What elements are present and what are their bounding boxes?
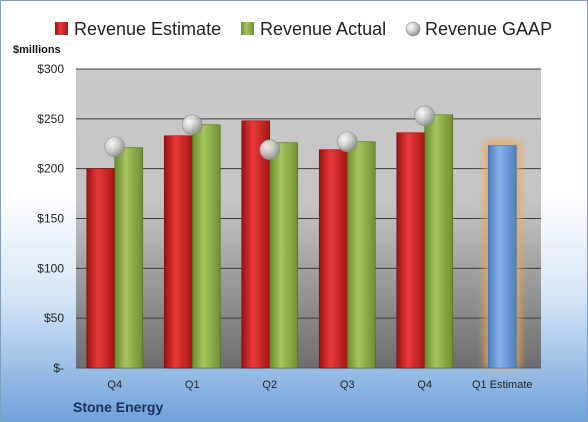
marker-revenue-gaap bbox=[414, 105, 436, 127]
x-tick-label: Q4 bbox=[107, 379, 122, 391]
bar-revenue-estimate bbox=[86, 168, 116, 369]
bar-revenue-actual bbox=[191, 124, 221, 369]
x-tick-label: Q2 bbox=[262, 379, 277, 391]
marker-revenue-gaap bbox=[259, 139, 281, 161]
y-tick-label: $100 bbox=[37, 261, 64, 275]
bar-revenue-estimate bbox=[396, 132, 426, 369]
marker-revenue-gaap bbox=[104, 136, 126, 158]
bar-revenue-estimate bbox=[163, 135, 193, 369]
bar-revenue-actual bbox=[346, 141, 376, 369]
legend-symbol-revenue-gaap bbox=[405, 21, 421, 37]
x-tick-label: Q4 bbox=[417, 379, 432, 391]
y-tick-label: $50 bbox=[44, 311, 64, 325]
company-name: Stone Energy bbox=[73, 399, 163, 415]
bar-revenue-actual bbox=[424, 114, 454, 369]
bar-revenue-estimate bbox=[318, 149, 348, 369]
legend-label: Revenue Estimate bbox=[74, 19, 221, 39]
marker-revenue-gaap bbox=[181, 114, 203, 136]
y-tick-label: $300 bbox=[37, 62, 64, 76]
x-tick-label: Q3 bbox=[340, 379, 355, 391]
y-tick-label: $250 bbox=[37, 112, 64, 126]
bar-revenue-actual bbox=[269, 142, 299, 369]
bar-revenue-estimate-q1 bbox=[487, 145, 517, 369]
marker-revenue-gaap bbox=[336, 131, 358, 153]
legend: Revenue Estimate Revenue Actual Revenue GA… bbox=[55, 19, 552, 39]
legend-label: Revenue Actual bbox=[260, 19, 386, 39]
legend-symbol-revenue-actual bbox=[241, 22, 254, 35]
legend-symbol-revenue-estimate bbox=[55, 22, 68, 35]
x-tick-label: Q1 bbox=[185, 379, 200, 391]
unit-label: $millions bbox=[13, 44, 61, 56]
y-tick-label: $150 bbox=[37, 212, 64, 226]
y-tick-label: $- bbox=[53, 361, 64, 375]
y-tick-label: $200 bbox=[37, 162, 64, 176]
x-tick-label: Q1 Estimate bbox=[472, 379, 533, 391]
legend-label: Revenue GAAP bbox=[425, 19, 552, 39]
bar-revenue-actual bbox=[114, 147, 144, 369]
plot-area: $- $50 $100 $150 $200 $250 $300 Q4 Q1 Q2 Q3 Q4 Q1 Es… bbox=[37, 62, 541, 391]
